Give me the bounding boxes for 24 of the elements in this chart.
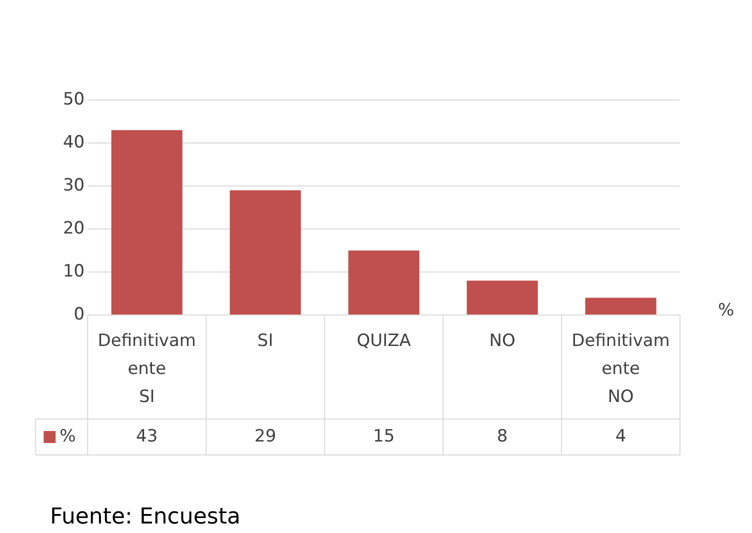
- bar: [466, 280, 538, 314]
- bar: [585, 298, 656, 314]
- x-tick-label: Definitivamente SI: [98, 330, 196, 407]
- y-tick-label: 40: [62, 132, 85, 152]
- data-label: 8: [496, 426, 508, 446]
- y-tick-label: 20: [62, 218, 85, 238]
- source-note: Fuente: Encuesta: [50, 504, 240, 530]
- x-tick-label: Definitivamente NO: [572, 330, 670, 407]
- y-tick-label: 0: [74, 304, 85, 324]
- x-axis-title: %: [718, 300, 734, 320]
- y-tick-label: 50: [62, 89, 85, 110]
- bar: [230, 190, 301, 314]
- bar: [348, 250, 420, 314]
- x-tick-label: QUIZA: [356, 330, 412, 351]
- x-tick-label: SI: [257, 330, 274, 351]
- bar: [111, 130, 182, 314]
- data-label: 15: [372, 426, 395, 446]
- legend-label: %: [60, 426, 76, 446]
- data-label: 43: [136, 426, 158, 446]
- x-tick-label: NO: [489, 330, 516, 351]
- y-tick-label: 30: [62, 175, 85, 196]
- data-label: 4: [615, 426, 626, 446]
- data-label: 29: [254, 426, 276, 446]
- y-tick-label: 10: [62, 261, 85, 282]
